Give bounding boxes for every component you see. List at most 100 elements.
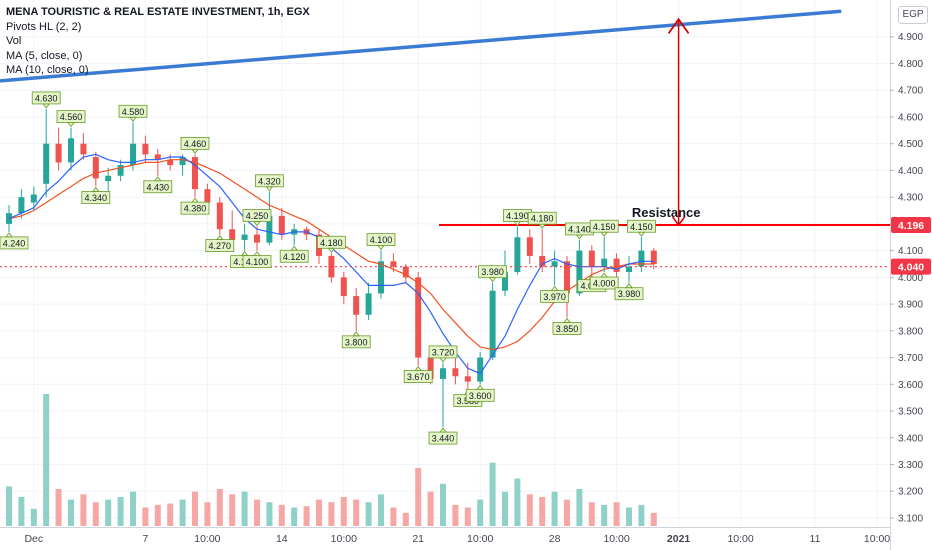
pivot-label-pointer [352,331,360,337]
pivot-label-pointer [600,231,608,237]
indicator-pivots[interactable]: Pivots HL (2, 2) [6,20,82,33]
pivot-label: 3.800 [345,337,368,347]
volume-bar [167,503,174,526]
candle-body [353,296,360,315]
pivot-label: 3.850 [556,324,579,334]
candle-body [80,143,87,155]
pivot-label-pointer [5,232,13,238]
candle-body [365,293,372,315]
pivot-label: 4.580 [122,107,145,117]
pivot-label: 4.180 [531,214,554,224]
volume-bar [551,491,558,526]
volume-bar [638,504,645,526]
chart-legend: MENA TOURISTIC & REAL ESTATE INVESTMENT,… [6,5,310,78]
candle-body [167,159,174,166]
pivot-label: 4.560 [60,112,83,122]
resistance-price-tag: 4.196 [898,220,924,232]
y-tick-label: 3.200 [898,487,923,498]
volume-bar [464,507,471,526]
volume-bar [55,489,62,526]
x-tick-label: 2021 [667,533,691,545]
pivot-label: 4.150 [593,222,616,232]
pivot-label-pointer [67,122,75,128]
pivot-label-pointer [191,148,199,155]
volume-bars [6,394,657,526]
x-tick-label: 10:00 [603,533,629,545]
pivot-label: 4.140 [568,224,591,234]
pivot-label-pointer [550,285,559,291]
candle-body [613,258,620,273]
pivot-label: 4.250 [246,211,269,221]
current-price-tag-bg [891,258,931,275]
candle-body [390,261,397,267]
candle-body [278,215,285,235]
indicator-volume[interactable]: Vol [6,35,22,47]
pivot-label: 3.970 [543,292,566,302]
candle-body [204,189,211,203]
candle-body [241,234,248,240]
pivot-label: 4.190 [506,211,529,221]
resistance-annotation: Resistance [632,205,701,220]
y-tick-label: 3.400 [898,433,923,444]
volume-bar [30,508,37,526]
volume-bar [626,507,632,526]
pivot-label: 3.980 [618,289,641,299]
volume-bar [514,478,521,526]
y-tick-label: 4.000 [898,273,923,284]
currency-badge[interactable]: EGP [898,6,928,24]
volume-bar [204,502,211,526]
indicator-ma10[interactable]: MA (10, close, 0) [6,64,89,76]
candle-body [489,290,496,358]
candle-body [229,229,236,240]
price-axis[interactable]: 4.9004.8004.7004.6004.5004.4004.3004.200… [890,0,932,550]
y-tick-label: 4.400 [898,166,923,177]
volume-bar [316,499,322,526]
chart-grid [0,0,890,527]
time-axis[interactable]: Dec 7 10:00 14 10:00 21 10:00 28 10:00 2021 10:00 1… [0,527,890,546]
volume-bar [390,507,397,526]
x-tick-label: 10:00 [194,533,220,545]
candle-body [464,376,471,382]
pivot-label-pointer [637,231,646,237]
y-tick-label: 4.100 [898,246,923,257]
candle-body [192,157,198,190]
x-tick-label: 21 [412,533,424,545]
pivot-label: 4.630 [35,93,58,103]
volume-bar [192,491,198,526]
pivot-label-pointer [513,221,522,227]
y-tick-label: 4.800 [898,59,923,70]
current-price-tag: 4.040 [898,262,924,274]
volume-bar [142,507,149,526]
x-tick-label: 28 [549,533,561,545]
candle-body [564,261,570,294]
pivot-label-pointer [488,277,497,283]
pivot-label-pointer [476,384,484,390]
pivot-label: 4.000 [593,279,616,289]
candle-body [43,143,50,184]
target-arrow-tail [672,216,686,227]
volume-bar [502,491,508,526]
indicator-ma5[interactable]: MA (5, close, 0) [6,49,83,62]
volume-bar [241,491,248,526]
y-tick-label: 3.100 [898,513,923,524]
x-tick-label: 10:00 [467,533,493,545]
candle-body [154,154,161,160]
candle-body [92,157,99,179]
pivot-label: 3.600 [469,391,492,401]
candle-body [576,250,583,294]
volume-bar [526,494,533,526]
pivot-label: 3.440 [432,434,455,444]
volume-bar [92,502,99,526]
candle-body [415,277,422,358]
volume-bar [68,499,74,526]
x-tick-label: 10:00 [331,533,357,545]
y-tick-label: 3.600 [898,380,923,391]
candle-body [477,357,484,382]
candle-body [179,157,186,166]
pivot-label: 4.340 [85,193,108,203]
pivot-label-pointer [92,186,100,192]
pivot-label-pointer [538,223,546,229]
volume-bar [266,502,273,526]
pivot-label: 4.100 [370,235,393,245]
